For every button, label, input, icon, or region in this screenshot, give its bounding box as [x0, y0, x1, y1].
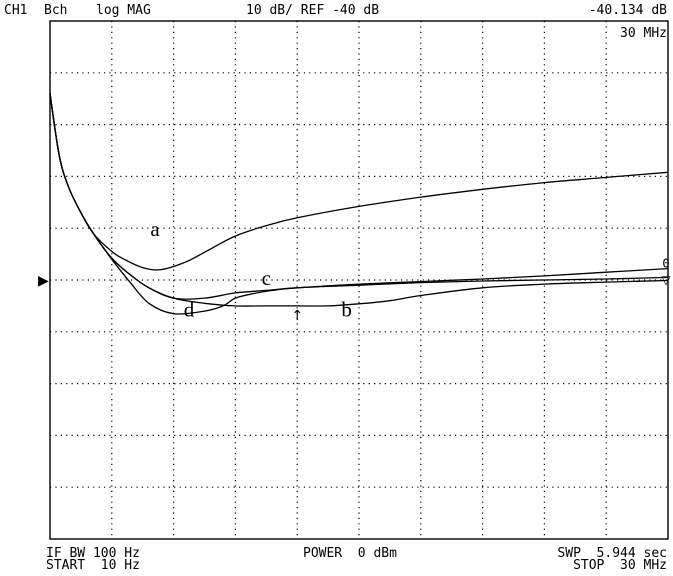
start-frequency-label: START 10 Hz [46, 558, 140, 573]
scale-label: 10 dB/ REF -40 dB [246, 3, 380, 18]
trace-d [49, 93, 669, 315]
graticule [50, 21, 668, 539]
if-bandwidth-label: IF BW 100 Hz [46, 546, 140, 561]
traces-group [49, 93, 669, 315]
marker-frequency-readout: 30 MHz [620, 26, 667, 41]
marker-symbols-group: ▶ 0 ▽ ↑ [38, 257, 671, 324]
reference-level-arrow: ▶ [38, 273, 49, 289]
stop-frequency-label: STOP 30 MHz [573, 558, 667, 573]
measurement-label: Bch [44, 3, 68, 18]
power-label: POWER 0 dBm [303, 546, 397, 561]
curve-label-b: b [341, 297, 352, 321]
format-label: log MAG [96, 3, 151, 18]
marker-value-readout: -40.134 dB [588, 3, 667, 18]
sweep-time-label: SWP 5.944 sec [557, 546, 667, 561]
channel-label: CH1 [4, 3, 28, 18]
curve-label-c: c [262, 266, 271, 290]
marker-number: 0 [662, 257, 669, 271]
marker-triangle-icon: ▽ [661, 273, 671, 287]
curve-label-d: d [184, 297, 195, 321]
plot-frame [49, 20, 669, 540]
cursor-arrow-icon: ↑ [291, 308, 303, 324]
curve-label-a: a [150, 217, 160, 241]
curve-labels-group: a b c d [150, 217, 351, 321]
